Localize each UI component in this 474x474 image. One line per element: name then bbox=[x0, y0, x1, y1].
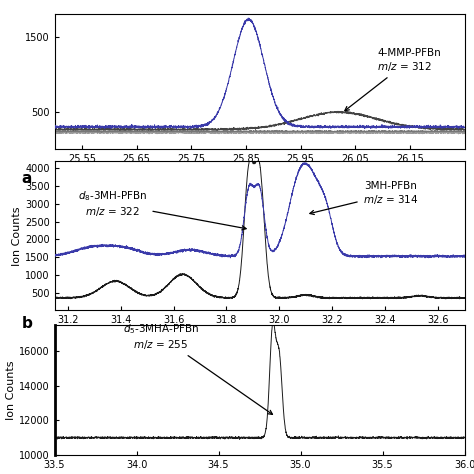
X-axis label: Time (min): Time (min) bbox=[229, 328, 290, 338]
Text: $d_8$-3MH-PFBn
$m/z$ = 322: $d_8$-3MH-PFBn $m/z$ = 322 bbox=[78, 190, 246, 230]
Text: 4-MMP-PFBn
$m/z$ = 312: 4-MMP-PFBn $m/z$ = 312 bbox=[345, 48, 441, 111]
Text: a: a bbox=[22, 171, 32, 186]
X-axis label: Time (min): Time (min) bbox=[229, 167, 290, 177]
Y-axis label: Ion Counts: Ion Counts bbox=[12, 206, 22, 265]
Text: 3MH-PFBn
$m/z$ = 314: 3MH-PFBn $m/z$ = 314 bbox=[310, 182, 418, 215]
Text: b: b bbox=[22, 316, 33, 331]
Y-axis label: Ion Counts: Ion Counts bbox=[6, 360, 16, 419]
Text: $d_5$-3MHA-PFBn
$m/z$ = 255: $d_5$-3MHA-PFBn $m/z$ = 255 bbox=[123, 322, 273, 414]
